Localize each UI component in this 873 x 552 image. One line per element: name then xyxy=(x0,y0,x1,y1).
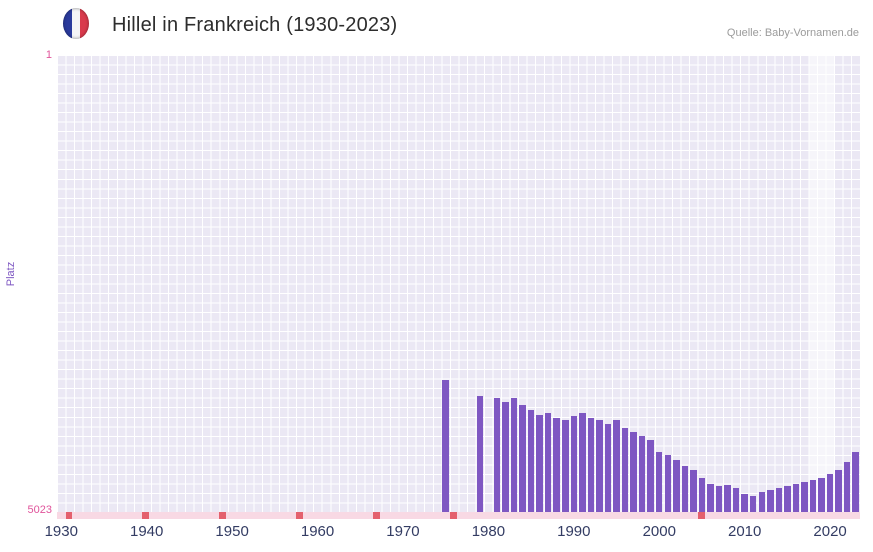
bar-1997[interactable] xyxy=(630,432,637,512)
bar-2012[interactable] xyxy=(758,492,765,512)
x-axis-label-1980: 1980 xyxy=(471,523,506,540)
bar-2016[interactable] xyxy=(792,484,800,512)
baseline-strip xyxy=(57,512,860,519)
highlight-band xyxy=(808,55,835,512)
baseline-marker-1976 xyxy=(449,512,457,519)
bar-1991[interactable] xyxy=(579,413,586,512)
baseline-marker-1940 xyxy=(142,512,150,519)
bar-2004[interactable] xyxy=(690,469,697,512)
bar-2018[interactable] xyxy=(809,479,817,512)
baseline-marker-1949 xyxy=(219,512,227,519)
bar-2000[interactable] xyxy=(656,452,663,512)
bar-2003[interactable] xyxy=(681,466,689,512)
x-axis: 1930 1940 1950 1960 1970 1980 1990 2000 2010 2020 xyxy=(45,523,860,545)
bar-2002[interactable] xyxy=(673,459,680,512)
bar-1985[interactable] xyxy=(527,409,535,512)
bar-1987[interactable] xyxy=(544,413,552,512)
y-axis-title: Platz xyxy=(5,261,17,287)
bar-1983[interactable] xyxy=(510,398,518,512)
bar-2006[interactable] xyxy=(707,484,714,512)
bar-2007[interactable] xyxy=(715,486,723,512)
baseline-marker-1967 xyxy=(373,512,380,519)
baseline-marker-1958 xyxy=(296,512,304,519)
bar-2015[interactable] xyxy=(784,486,791,512)
bar-2017[interactable] xyxy=(801,482,808,512)
baseline-marker-2005 xyxy=(697,512,705,519)
bar-1984[interactable] xyxy=(519,405,526,512)
x-axis-label-1940: 1940 xyxy=(130,523,164,540)
french-flag-icon xyxy=(63,8,89,39)
bar-2022[interactable] xyxy=(843,462,851,512)
bar-2020[interactable] xyxy=(826,474,834,512)
bar-2008[interactable] xyxy=(724,484,731,512)
baseline-marker-1931 xyxy=(65,512,73,519)
bar-2001[interactable] xyxy=(664,455,672,512)
x-axis-label-2000: 2000 xyxy=(642,523,676,540)
bar-1994[interactable] xyxy=(604,423,612,512)
chart-title: Hillel in Frankreich (1930-2023) xyxy=(112,14,398,36)
bar-2014[interactable] xyxy=(775,488,783,512)
y-axis-top-label: 1 xyxy=(45,49,52,61)
bar-2010[interactable] xyxy=(741,494,748,512)
bar-1981[interactable] xyxy=(493,398,501,512)
x-axis-label-1930: 1930 xyxy=(44,523,78,540)
x-axis-label-2020: 2020 xyxy=(813,523,847,540)
bar-2023[interactable] xyxy=(852,452,859,512)
x-axis-label-2010: 2010 xyxy=(727,523,762,540)
plot-area xyxy=(57,55,860,512)
bar-1975[interactable] xyxy=(442,379,449,512)
bar-1988[interactable] xyxy=(553,418,560,512)
bar-1999[interactable] xyxy=(647,439,654,512)
x-axis-label-1950: 1950 xyxy=(215,523,249,540)
bar-1998[interactable] xyxy=(638,436,646,512)
bar-2019[interactable] xyxy=(818,478,825,512)
bar-2005[interactable] xyxy=(698,478,706,512)
bar-1990[interactable] xyxy=(570,416,578,512)
x-axis-label-1960: 1960 xyxy=(300,523,335,540)
x-axis-label-1970: 1970 xyxy=(386,523,420,540)
source-credit-link[interactable]: Quelle: Baby-Vornamen.de xyxy=(726,27,859,39)
bar-1995[interactable] xyxy=(613,419,620,512)
bar-1996[interactable] xyxy=(621,428,629,512)
bar-1989[interactable] xyxy=(562,419,569,512)
bar-1993[interactable] xyxy=(596,419,603,512)
bar-2011[interactable] xyxy=(749,496,757,512)
bar-2021[interactable] xyxy=(835,469,842,512)
bar-1992[interactable] xyxy=(587,418,595,512)
bar-1982[interactable] xyxy=(502,402,509,512)
bar-2013[interactable] xyxy=(767,489,774,512)
bar-2009[interactable] xyxy=(732,488,740,512)
bar-1979[interactable] xyxy=(476,396,484,512)
x-axis-label-1990: 1990 xyxy=(557,523,591,540)
y-axis-bottom-label: 5023 xyxy=(27,504,52,516)
bar-1986[interactable] xyxy=(536,414,543,512)
chart-header: Hillel in Frankreich (1930-2023) Quelle:… xyxy=(0,0,873,50)
